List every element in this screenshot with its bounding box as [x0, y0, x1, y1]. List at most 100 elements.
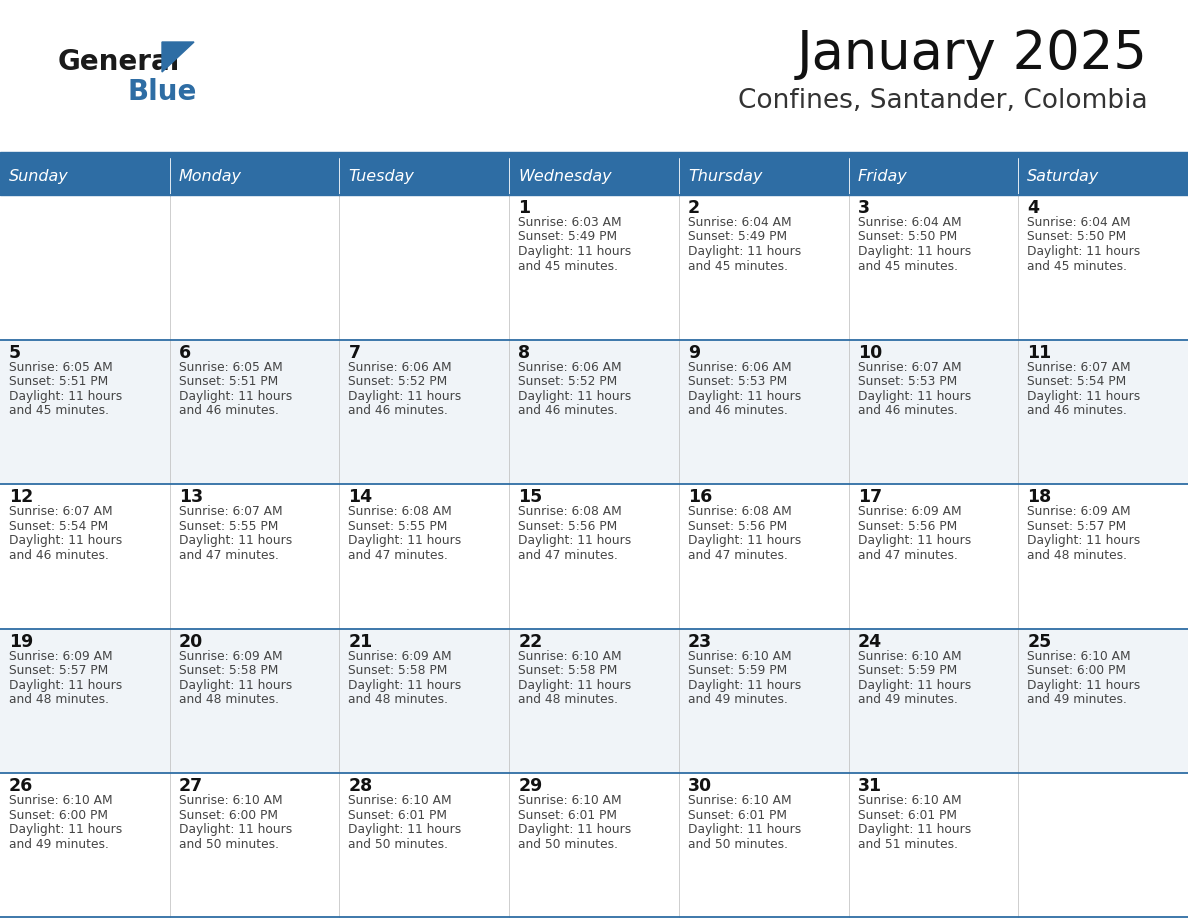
Text: and 48 minutes.: and 48 minutes.	[10, 693, 109, 706]
Text: and 47 minutes.: and 47 minutes.	[348, 549, 448, 562]
Text: 14: 14	[348, 488, 373, 506]
Bar	[1018, 157, 1188, 195]
Text: Sunrise: 6:10 AM: Sunrise: 6:10 AM	[518, 794, 621, 808]
Text: Daylight: 11 hours: Daylight: 11 hours	[518, 534, 631, 547]
Text: 6: 6	[178, 343, 191, 362]
Text: Daylight: 11 hours: Daylight: 11 hours	[348, 823, 462, 836]
Bar	[0, 195, 1188, 340]
Text: 7: 7	[348, 343, 360, 362]
Text: and 50 minutes.: and 50 minutes.	[348, 838, 448, 851]
Text: Sunset: 5:59 PM: Sunset: 5:59 PM	[688, 665, 788, 677]
Text: Sunrise: 6:05 AM: Sunrise: 6:05 AM	[178, 361, 283, 374]
Text: Sunrise: 6:06 AM: Sunrise: 6:06 AM	[688, 361, 791, 374]
Text: Sunrise: 6:08 AM: Sunrise: 6:08 AM	[518, 505, 621, 518]
Text: and 48 minutes.: and 48 minutes.	[348, 693, 448, 706]
Text: Wednesday: Wednesday	[518, 170, 612, 185]
Text: 9: 9	[688, 343, 700, 362]
Text: and 47 minutes.: and 47 minutes.	[688, 549, 788, 562]
Text: 21: 21	[348, 633, 373, 651]
Text: 13: 13	[178, 488, 203, 506]
Text: Sunset: 6:01 PM: Sunset: 6:01 PM	[688, 809, 786, 822]
Polygon shape	[162, 42, 194, 72]
Text: Sunrise: 6:07 AM: Sunrise: 6:07 AM	[178, 505, 283, 518]
Text: Sunrise: 6:08 AM: Sunrise: 6:08 AM	[348, 505, 453, 518]
Text: and 47 minutes.: and 47 minutes.	[178, 549, 279, 562]
Text: and 45 minutes.: and 45 minutes.	[1028, 260, 1127, 273]
Text: Sunrise: 6:04 AM: Sunrise: 6:04 AM	[688, 216, 791, 229]
Text: Sunset: 5:51 PM: Sunset: 5:51 PM	[10, 375, 108, 388]
Text: 16: 16	[688, 488, 712, 506]
Text: Sunset: 5:56 PM: Sunset: 5:56 PM	[688, 520, 788, 532]
Text: Daylight: 11 hours: Daylight: 11 hours	[688, 534, 801, 547]
Text: Sunrise: 6:09 AM: Sunrise: 6:09 AM	[10, 650, 113, 663]
Text: Sunset: 5:58 PM: Sunset: 5:58 PM	[348, 665, 448, 677]
Text: Sunrise: 6:06 AM: Sunrise: 6:06 AM	[348, 361, 453, 374]
Text: and 47 minutes.: and 47 minutes.	[518, 549, 618, 562]
Text: and 46 minutes.: and 46 minutes.	[10, 549, 109, 562]
Text: Sunset: 5:57 PM: Sunset: 5:57 PM	[1028, 520, 1126, 532]
Text: 8: 8	[518, 343, 530, 362]
Text: Saturday: Saturday	[1028, 170, 1100, 185]
Text: Sunset: 5:56 PM: Sunset: 5:56 PM	[858, 520, 956, 532]
Text: Daylight: 11 hours: Daylight: 11 hours	[688, 245, 801, 258]
Text: Sunrise: 6:09 AM: Sunrise: 6:09 AM	[1028, 505, 1131, 518]
Text: Sunset: 5:52 PM: Sunset: 5:52 PM	[518, 375, 618, 388]
Text: Daylight: 11 hours: Daylight: 11 hours	[858, 678, 971, 692]
Bar	[510, 157, 678, 195]
Text: and 51 minutes.: and 51 minutes.	[858, 838, 958, 851]
Text: and 48 minutes.: and 48 minutes.	[178, 693, 279, 706]
Text: and 45 minutes.: and 45 minutes.	[10, 404, 109, 417]
Text: Daylight: 11 hours: Daylight: 11 hours	[10, 389, 122, 403]
Text: Tuesday: Tuesday	[348, 170, 415, 185]
Text: and 50 minutes.: and 50 minutes.	[518, 838, 618, 851]
Text: Daylight: 11 hours: Daylight: 11 hours	[348, 678, 462, 692]
Text: Daylight: 11 hours: Daylight: 11 hours	[178, 823, 292, 836]
Text: 3: 3	[858, 199, 870, 217]
Text: Sunset: 5:51 PM: Sunset: 5:51 PM	[178, 375, 278, 388]
Text: and 49 minutes.: and 49 minutes.	[688, 693, 788, 706]
Text: Daylight: 11 hours: Daylight: 11 hours	[1028, 245, 1140, 258]
Text: Sunrise: 6:10 AM: Sunrise: 6:10 AM	[10, 794, 113, 808]
Text: Sunset: 5:49 PM: Sunset: 5:49 PM	[518, 230, 618, 243]
Text: 20: 20	[178, 633, 203, 651]
Text: 22: 22	[518, 633, 543, 651]
Text: Sunset: 5:58 PM: Sunset: 5:58 PM	[178, 665, 278, 677]
Text: 28: 28	[348, 778, 373, 795]
Text: Sunset: 6:00 PM: Sunset: 6:00 PM	[1028, 665, 1126, 677]
Text: Blue: Blue	[128, 78, 197, 106]
Text: Daylight: 11 hours: Daylight: 11 hours	[178, 678, 292, 692]
Text: Daylight: 11 hours: Daylight: 11 hours	[1028, 678, 1140, 692]
Bar	[0, 340, 1188, 484]
Text: Thursday: Thursday	[688, 170, 763, 185]
Text: Daylight: 11 hours: Daylight: 11 hours	[858, 389, 971, 403]
Text: Sunset: 6:01 PM: Sunset: 6:01 PM	[348, 809, 448, 822]
Text: Daylight: 11 hours: Daylight: 11 hours	[1028, 534, 1140, 547]
Text: Sunrise: 6:07 AM: Sunrise: 6:07 AM	[10, 505, 113, 518]
Text: 19: 19	[10, 633, 33, 651]
Text: Sunset: 5:56 PM: Sunset: 5:56 PM	[518, 520, 618, 532]
Text: Monday: Monday	[178, 170, 241, 185]
Text: and 46 minutes.: and 46 minutes.	[1028, 404, 1127, 417]
Text: Sunrise: 6:10 AM: Sunrise: 6:10 AM	[688, 650, 791, 663]
Bar	[0, 629, 1188, 773]
Text: and 45 minutes.: and 45 minutes.	[858, 260, 958, 273]
Text: Sunrise: 6:09 AM: Sunrise: 6:09 AM	[178, 650, 283, 663]
Text: Confines, Santander, Colombia: Confines, Santander, Colombia	[739, 88, 1148, 114]
Text: Sunset: 6:01 PM: Sunset: 6:01 PM	[858, 809, 956, 822]
Text: and 48 minutes.: and 48 minutes.	[1028, 549, 1127, 562]
Text: Daylight: 11 hours: Daylight: 11 hours	[688, 389, 801, 403]
Text: 23: 23	[688, 633, 712, 651]
Text: and 46 minutes.: and 46 minutes.	[348, 404, 448, 417]
Text: Daylight: 11 hours: Daylight: 11 hours	[858, 534, 971, 547]
Text: and 47 minutes.: and 47 minutes.	[858, 549, 958, 562]
Text: Sunrise: 6:10 AM: Sunrise: 6:10 AM	[1028, 650, 1131, 663]
Text: Sunrise: 6:05 AM: Sunrise: 6:05 AM	[10, 361, 113, 374]
Text: Daylight: 11 hours: Daylight: 11 hours	[688, 823, 801, 836]
Bar	[340, 157, 510, 195]
Text: 26: 26	[10, 778, 33, 795]
Text: 29: 29	[518, 778, 543, 795]
Text: Sunrise: 6:03 AM: Sunrise: 6:03 AM	[518, 216, 621, 229]
Text: Sunset: 6:00 PM: Sunset: 6:00 PM	[10, 809, 108, 822]
Text: and 46 minutes.: and 46 minutes.	[518, 404, 618, 417]
Bar	[848, 157, 1018, 195]
